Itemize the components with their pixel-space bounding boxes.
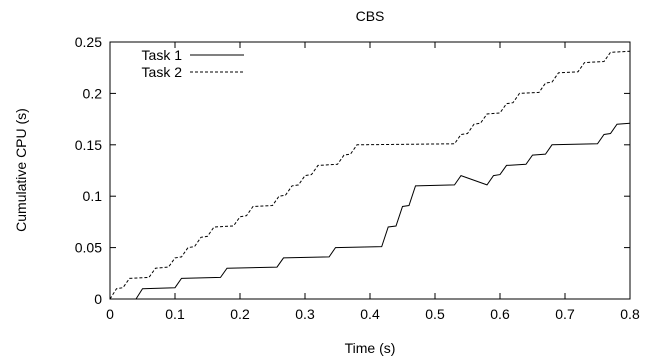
series-layer	[109, 50, 631, 300]
x-tick-label: 0.5	[425, 306, 445, 322]
x-tick-label: 0.6	[490, 306, 510, 322]
x-tick-label: 0.2	[230, 306, 250, 322]
legend-label-task-2: Task 2	[142, 64, 183, 80]
series-line-task-2	[109, 50, 631, 300]
y-tick-label: 0.15	[75, 137, 102, 153]
plot-area: 0 0.1 0.2 0.3 0.4 0.5 0.6 0.7 0.8 0 0.05 0.1 0.15 0.…	[75, 34, 640, 322]
series-line-task-1	[135, 122, 631, 300]
legend-label-task-1: Task 1	[142, 47, 183, 63]
x-tick-label: 0.3	[295, 306, 315, 322]
x-tick-label: 0	[106, 306, 114, 322]
chart-title: CBS	[356, 8, 385, 24]
y-tick-label: 0	[94, 291, 102, 307]
y-tick-label: 0.1	[83, 188, 103, 204]
x-tick-label: 0.4	[360, 306, 380, 322]
y-axis-label: Cumulative CPU (s)	[13, 108, 29, 232]
x-tick-label: 0.1	[165, 306, 185, 322]
y-tick-label: 0.2	[83, 85, 103, 101]
x-tick-label: 0.7	[555, 306, 575, 322]
y-tick-label: 0.25	[75, 34, 102, 50]
y-tick-label: 0.05	[75, 240, 102, 256]
x-tick-label: 0.8	[620, 306, 640, 322]
y-axis: 0 0.05 0.1 0.15 0.2 0.25	[75, 34, 630, 307]
x-axis: 0 0.1 0.2 0.3 0.4 0.5 0.6 0.7 0.8	[106, 42, 640, 322]
plot-border	[109, 41, 631, 300]
x-axis-label: Time (s)	[345, 340, 396, 356]
